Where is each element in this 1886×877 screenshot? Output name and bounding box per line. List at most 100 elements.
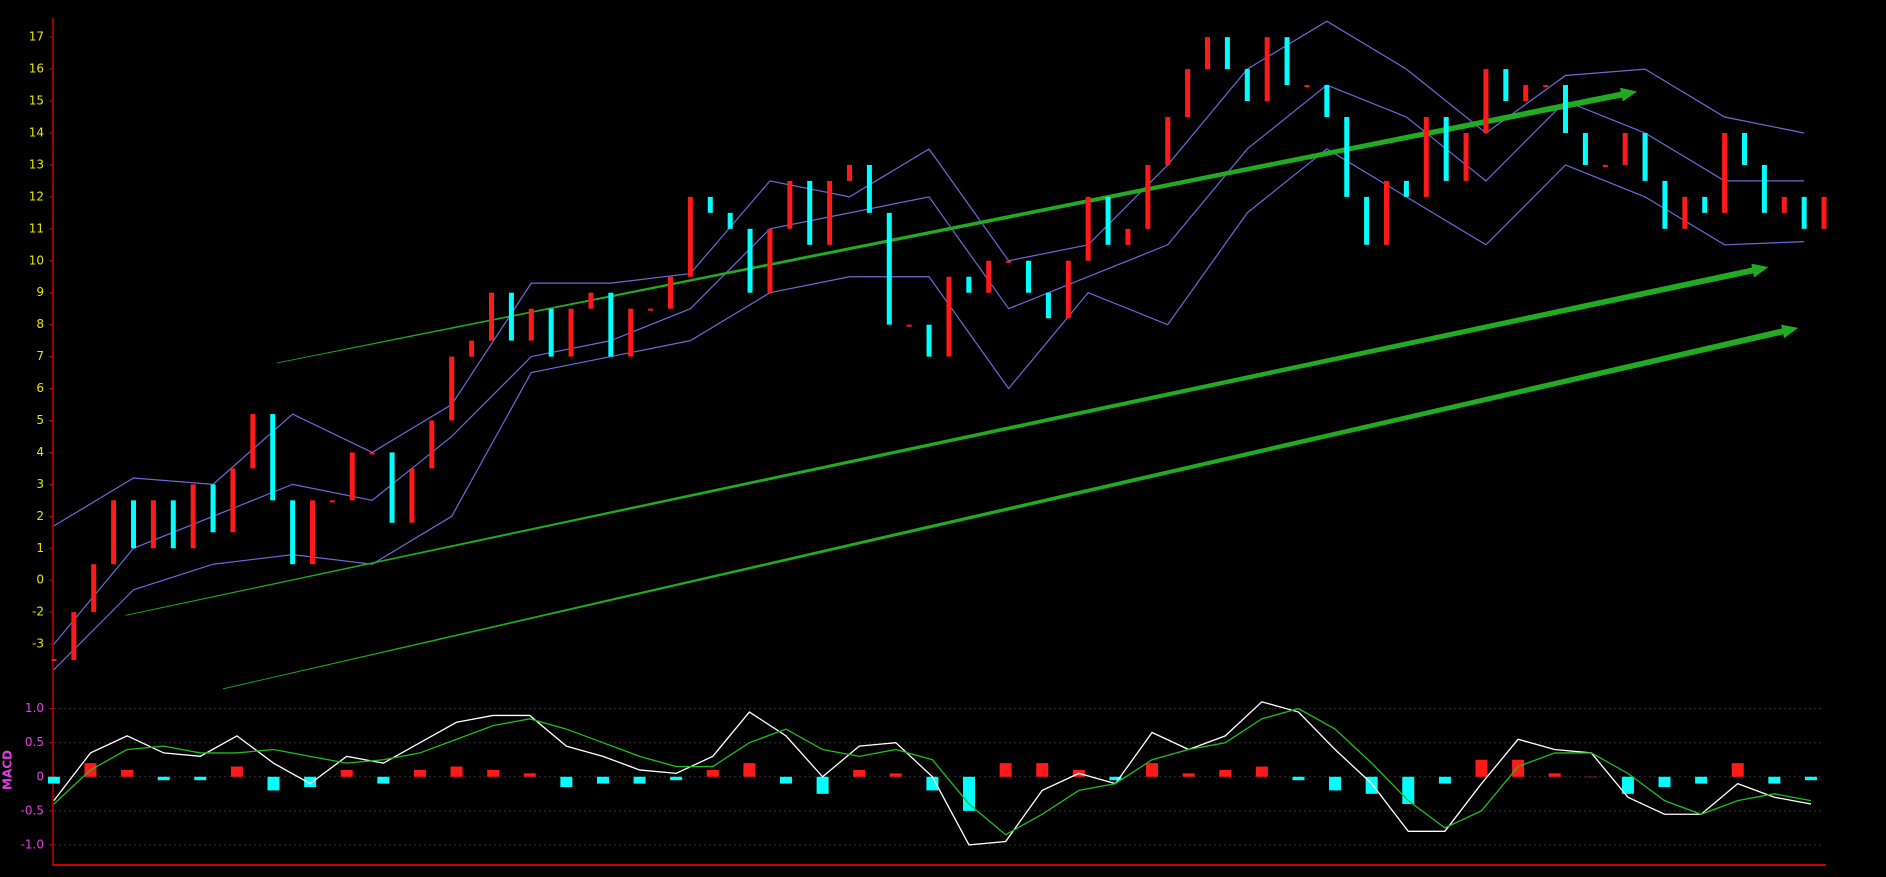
candle [886, 212, 892, 325]
y-tick-label: -0.5 [21, 803, 44, 817]
macd-bar [450, 766, 463, 777]
macd-bar [1219, 769, 1232, 777]
candle [170, 500, 176, 549]
macd-bar [47, 776, 60, 784]
candle [1821, 196, 1827, 229]
y-tick-label: 5 [36, 413, 44, 427]
y-tick-label: 15 [29, 94, 44, 108]
macd-bar [1292, 776, 1305, 781]
candle [1702, 196, 1708, 213]
candle [1264, 37, 1270, 102]
macd-bar [1329, 776, 1342, 791]
candle [628, 308, 634, 357]
candle [1602, 164, 1608, 167]
candle [469, 340, 475, 357]
candle [1185, 69, 1191, 118]
y-tick-label: 13 [29, 157, 44, 171]
candle [608, 292, 614, 357]
panel-label: MACD [1, 750, 15, 790]
macd-bar [853, 769, 866, 777]
candle [1304, 85, 1310, 88]
macd-bar [1109, 776, 1122, 781]
macd-bar [1146, 763, 1159, 777]
candle [668, 276, 673, 309]
candle [568, 308, 574, 357]
y-tick-label: 3 [36, 477, 44, 491]
candle [71, 612, 77, 661]
macd-bar [999, 763, 1012, 777]
candle [1105, 196, 1111, 245]
candle [747, 228, 753, 293]
candle [926, 324, 932, 357]
macd-bar [1731, 763, 1744, 777]
macd-bar [304, 776, 317, 787]
candle [807, 180, 813, 245]
candle [1582, 132, 1588, 165]
candle [966, 276, 972, 293]
candle [389, 452, 395, 523]
candle [1781, 196, 1787, 213]
candle [1344, 117, 1350, 197]
candle [847, 164, 852, 181]
candle [1503, 69, 1509, 102]
candle [767, 228, 773, 293]
macd-bar [963, 776, 976, 811]
y-tick-label: 4 [36, 445, 44, 459]
candle [1165, 117, 1171, 165]
macd-bar [1512, 759, 1525, 777]
y-tick-label: 1.0 [25, 701, 44, 715]
candle [528, 308, 534, 341]
candle [270, 414, 276, 501]
candle [1085, 196, 1091, 261]
macd-bar [1548, 773, 1561, 777]
candle [787, 180, 793, 229]
candle [946, 276, 952, 357]
candle [1662, 180, 1668, 229]
y-tick-label: -2 [32, 605, 44, 619]
candle [707, 196, 713, 213]
trend-arrow [125, 263, 1769, 616]
trend-arrow [276, 87, 1638, 364]
macd-bar [1475, 759, 1488, 777]
candle [111, 500, 117, 565]
candle [190, 484, 196, 549]
candle [1224, 37, 1230, 70]
candle [1463, 132, 1469, 181]
candle [1622, 132, 1628, 165]
candle [250, 414, 256, 469]
y-tick-label: 12 [29, 189, 44, 203]
candle [349, 452, 355, 501]
macd-bar [1438, 776, 1451, 784]
macd-bar [1182, 773, 1195, 777]
candle [91, 564, 97, 613]
macd-line [53, 701, 1812, 846]
y-tick-label: 9 [36, 285, 44, 299]
candle [1065, 260, 1071, 319]
candle [310, 500, 315, 565]
macd-bar [1621, 776, 1634, 794]
macd-bar [1695, 776, 1708, 784]
macd-bar [1658, 776, 1671, 787]
candle [986, 260, 992, 293]
macd-bar [670, 776, 683, 781]
candle [687, 196, 693, 277]
candle [1682, 196, 1688, 229]
candle [1284, 37, 1290, 86]
macd-bar [1036, 763, 1049, 777]
macd-bar [487, 769, 500, 777]
candle [150, 500, 156, 549]
candle [131, 500, 136, 549]
y-tick-label: 7 [36, 349, 44, 363]
y-tick-label: 8 [36, 317, 44, 331]
candle [1761, 164, 1767, 213]
y-tick-label: 16 [29, 62, 44, 76]
candle [1483, 69, 1489, 133]
candle [429, 420, 435, 469]
macd-bar [926, 776, 939, 791]
candle [1722, 132, 1728, 213]
macd-bar [633, 776, 646, 784]
candle [866, 164, 872, 213]
candle [1642, 132, 1648, 181]
candle [1801, 196, 1807, 229]
